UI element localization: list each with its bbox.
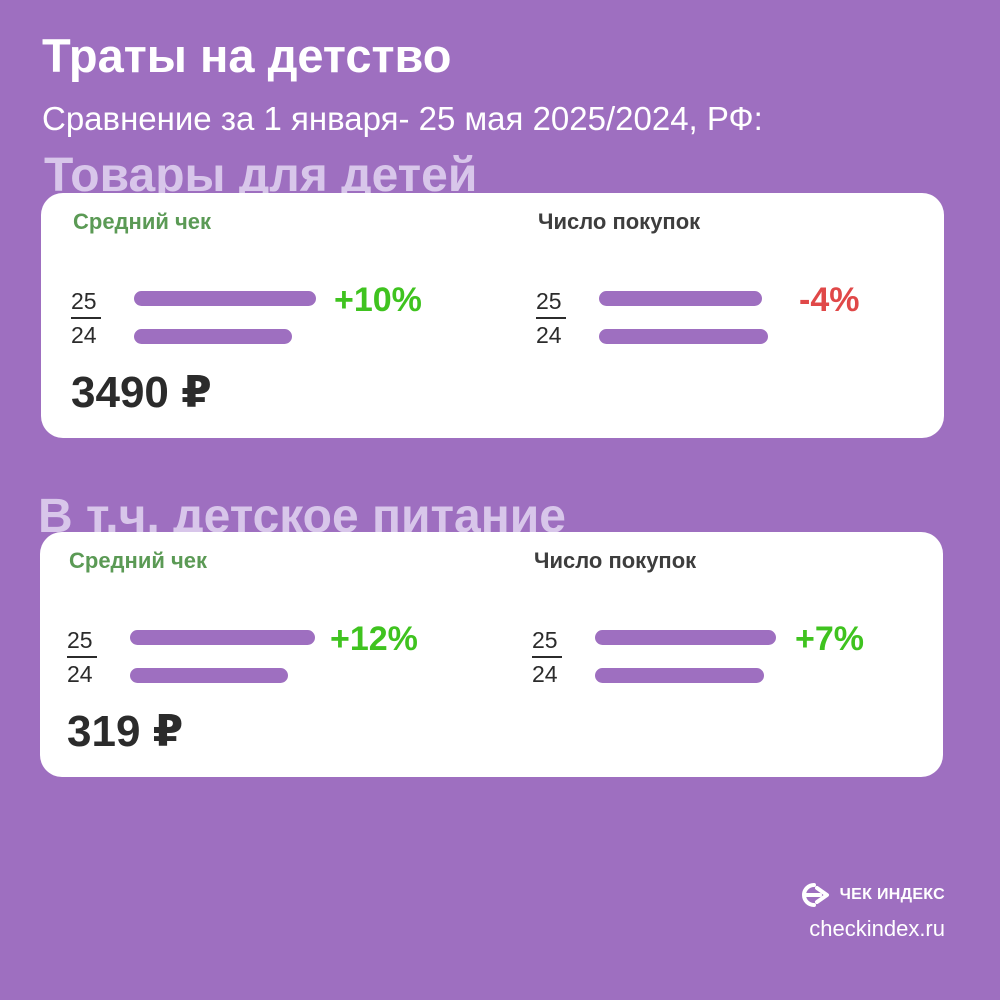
page-subtitle: Сравнение за 1 января- 25 мая 2025/2024,…	[42, 100, 763, 137]
avg-check-label: Средний чек	[73, 209, 211, 234]
avg-check-label: Средний чек	[69, 548, 207, 573]
section-title-kids-goods: Товары для детей	[44, 149, 478, 202]
page-title: Траты на детство	[42, 29, 452, 82]
brand-logo: ЧЕК ИНДЕКС	[800, 882, 945, 908]
brand-name: ЧЕК ИНДЕКС	[839, 886, 945, 903]
purchase-count-change: -4%	[799, 281, 860, 319]
bar-2025	[595, 630, 776, 645]
year-label-2024: 24	[532, 661, 558, 687]
purchase-count-change: +7%	[795, 620, 864, 658]
year-label-2025: 25	[536, 288, 562, 314]
baby-food-card: Средний чек 25 24 +12% Число покупок 25 24 +7% 3…	[40, 532, 943, 777]
bar-2024	[134, 329, 292, 344]
kids-goods-card: Средний чек 25 24 +10% Число покупок 25 24 -4% 3…	[41, 193, 944, 438]
year-label-2024: 24	[536, 322, 562, 348]
bar-2024	[595, 668, 764, 683]
year-divider	[536, 317, 566, 319]
avg-check-value: 3490 ₽	[71, 368, 212, 417]
bar-2025	[134, 291, 316, 306]
year-label-2025: 25	[71, 288, 97, 314]
bar-2024	[130, 668, 288, 683]
bar-2025	[599, 291, 762, 306]
year-label-2024: 24	[71, 322, 97, 348]
year-divider	[71, 317, 101, 319]
avg-check-value: 319 ₽	[67, 707, 184, 756]
site-link[interactable]: checkindex.ru	[809, 916, 945, 941]
bar-2025	[130, 630, 315, 645]
year-label-2025: 25	[532, 627, 558, 653]
year-label-2025: 25	[67, 627, 93, 653]
avg-check-change: +10%	[334, 281, 422, 319]
purchase-count-label: Число покупок	[534, 548, 697, 573]
year-label-2024: 24	[67, 661, 93, 687]
year-divider	[67, 656, 97, 658]
avg-check-change: +12%	[330, 620, 418, 658]
year-divider	[532, 656, 562, 658]
purchase-count-label: Число покупок	[538, 209, 701, 234]
checkindex-logo-icon	[801, 883, 829, 907]
bar-2024	[599, 329, 768, 344]
